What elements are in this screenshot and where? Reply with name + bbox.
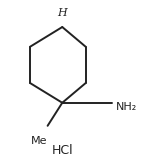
Text: NH₂: NH₂ — [116, 102, 137, 112]
Text: HCl: HCl — [52, 144, 73, 157]
Text: H: H — [57, 8, 67, 18]
Text: Me: Me — [31, 136, 47, 147]
